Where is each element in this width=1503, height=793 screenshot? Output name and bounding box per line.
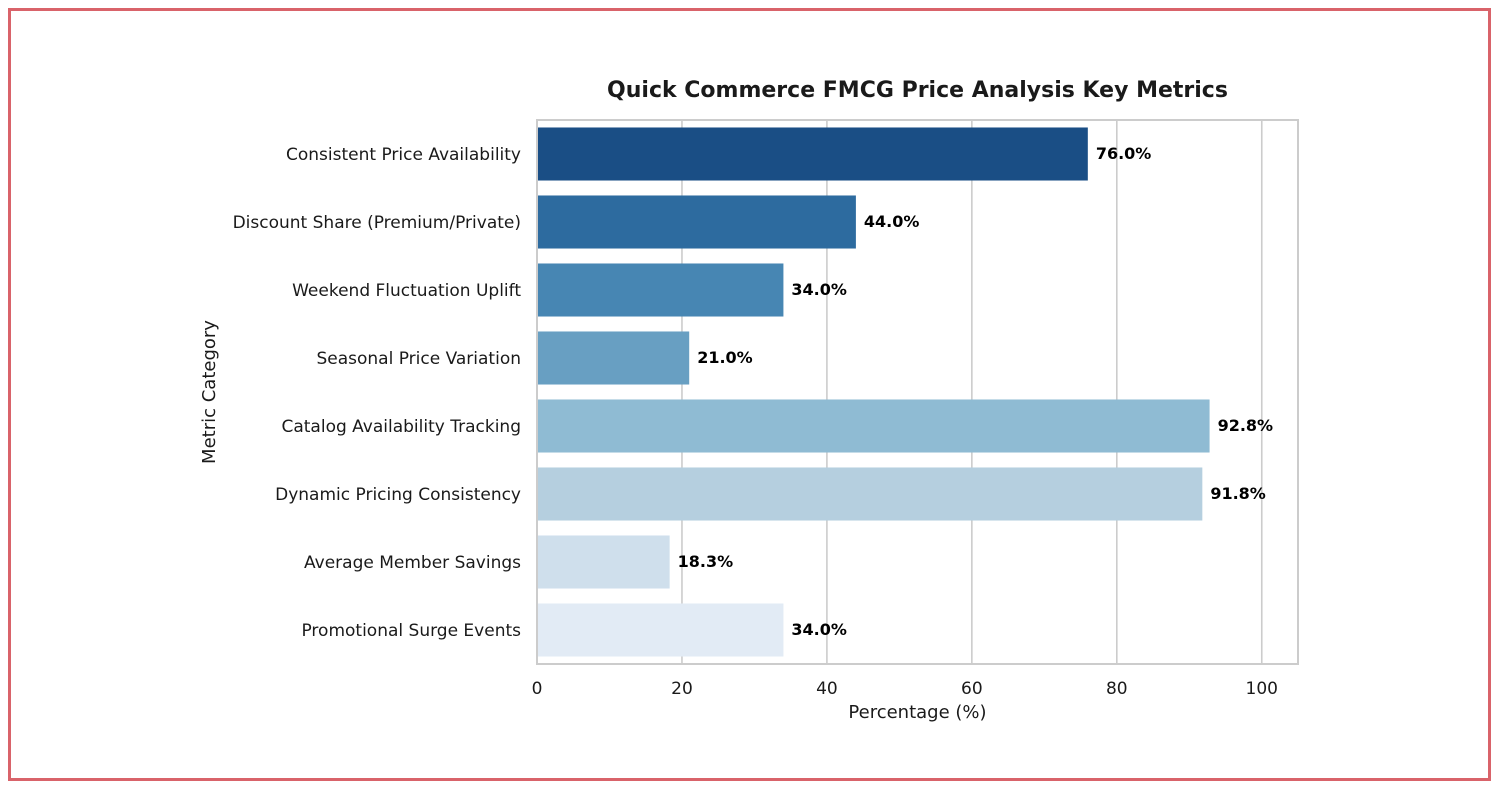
x-tick-label-100: 100: [1246, 679, 1278, 699]
labels: 0 20 40 60 80 100 Consistent Price Availabilit…: [233, 144, 1278, 699]
bar-5: [537, 399, 1210, 453]
category-label-5: Catalog Availability Tracking: [281, 417, 521, 437]
category-label-6: Dynamic Pricing Consistency: [275, 485, 521, 505]
category-label-2: Discount Share (Premium/Private): [233, 213, 521, 233]
value-label-7: 18.3%: [678, 552, 734, 571]
category-label-4: Seasonal Price Variation: [316, 349, 521, 369]
x-tick-label-40: 40: [816, 679, 838, 699]
x-tick-label-0: 0: [532, 679, 543, 699]
value-label-4: 21.0%: [697, 348, 753, 367]
category-label-1: Consistent Price Availability: [286, 145, 521, 165]
value-label-8: 34.0%: [791, 620, 847, 639]
value-label-5: 92.8%: [1218, 416, 1274, 435]
chart-title: Quick Commerce FMCG Price Analysis Key M…: [607, 78, 1228, 103]
bars: [537, 127, 1210, 657]
x-axis-label: Percentage (%): [848, 702, 986, 723]
category-label-8: Promotional Surge Events: [301, 621, 521, 641]
bar-1: [537, 127, 1088, 181]
bar-3: [537, 263, 784, 317]
outer-frame: [8, 8, 1491, 781]
x-tick-label-80: 80: [1106, 679, 1128, 699]
bar-2: [537, 195, 856, 249]
value-label-2: 44.0%: [864, 212, 920, 231]
x-tick-label-20: 20: [671, 679, 693, 699]
x-tick-label-60: 60: [961, 679, 983, 699]
value-label-1: 76.0%: [1096, 144, 1152, 163]
bar-4: [537, 331, 690, 385]
bar-7: [537, 535, 670, 589]
plot-border: [536, 119, 1299, 665]
category-label-3: Weekend Fluctuation Uplift: [292, 281, 521, 301]
bar-8: [537, 603, 784, 657]
value-label-3: 34.0%: [791, 280, 847, 299]
y-axis-label: Metric Category: [199, 320, 220, 464]
bar-6: [537, 467, 1203, 521]
category-label-7: Average Member Savings: [304, 553, 521, 573]
value-label-6: 91.8%: [1210, 484, 1266, 503]
